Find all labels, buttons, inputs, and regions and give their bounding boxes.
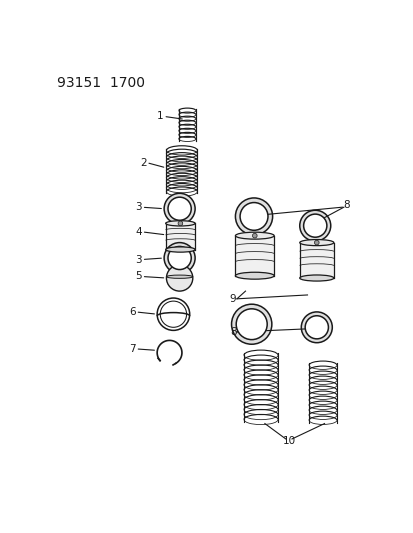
Ellipse shape (235, 272, 273, 279)
Bar (299, 243, 333, 278)
Text: 3: 3 (135, 202, 142, 212)
Bar (165, 223, 195, 249)
Circle shape (164, 193, 195, 224)
Text: 7: 7 (129, 344, 135, 354)
Text: 93151  1700: 93151 1700 (57, 76, 145, 90)
Circle shape (252, 233, 256, 238)
Text: 5: 5 (135, 271, 142, 281)
Ellipse shape (166, 275, 192, 278)
Circle shape (168, 246, 191, 270)
Ellipse shape (235, 232, 273, 239)
Bar (235, 236, 273, 276)
Circle shape (299, 210, 330, 241)
Text: 8: 8 (229, 327, 236, 337)
Circle shape (235, 198, 272, 235)
Circle shape (303, 214, 326, 237)
Circle shape (178, 221, 182, 225)
Circle shape (166, 265, 192, 291)
Text: 8: 8 (342, 200, 349, 210)
Text: 6: 6 (129, 307, 135, 317)
Ellipse shape (165, 247, 195, 252)
Circle shape (314, 240, 318, 245)
Text: 3: 3 (135, 255, 142, 264)
Circle shape (240, 203, 267, 230)
Circle shape (304, 316, 328, 339)
Circle shape (164, 243, 195, 273)
Text: 9: 9 (229, 294, 236, 304)
Ellipse shape (299, 275, 333, 281)
Text: 1: 1 (157, 111, 163, 122)
Circle shape (231, 304, 271, 344)
Ellipse shape (299, 239, 333, 246)
Text: 2: 2 (140, 158, 146, 167)
Text: 10: 10 (282, 436, 295, 446)
Ellipse shape (165, 221, 195, 226)
Text: 4: 4 (135, 227, 142, 237)
Circle shape (301, 312, 332, 343)
Circle shape (168, 197, 191, 220)
Circle shape (236, 309, 266, 340)
